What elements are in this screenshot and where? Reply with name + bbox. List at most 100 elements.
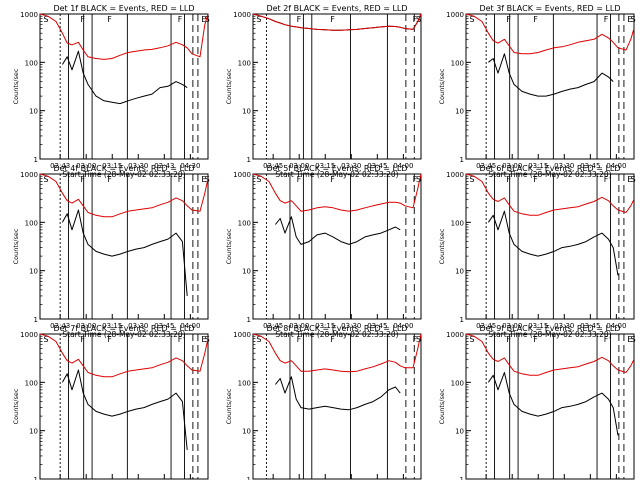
event-marker: F (178, 175, 183, 184)
series-lld-line (465, 173, 635, 216)
event-marker: F (80, 15, 85, 24)
series-lld-line (39, 13, 209, 60)
event-marker: F (330, 15, 335, 24)
x-tick-label: 03:30 (554, 162, 574, 170)
event-marker: S (205, 335, 210, 344)
x-tick-label: 03:45 (580, 322, 600, 330)
event-marker: F (297, 175, 302, 184)
y-tick-label: 1 (34, 476, 38, 480)
event-marker: E (627, 15, 632, 24)
x-tick-label: 02:43 (50, 322, 70, 330)
y-tick-label: 1 (460, 476, 464, 480)
plot-frame (39, 13, 209, 160)
series-events-line (61, 369, 188, 450)
y-tick-label: 10 (29, 108, 38, 116)
plot-frame (252, 173, 422, 320)
y-tick-label: 1 (247, 316, 251, 324)
x-tick-label: 03:15 (102, 162, 122, 170)
panel-title: Det 2f BLACK = Events, RED = LLD (266, 4, 407, 13)
y-tick-label: 10 (29, 268, 38, 276)
y-axis-label: Counts/sec (438, 68, 446, 104)
y-tick-label: 10 (242, 428, 251, 436)
y-tick-label: 1 (247, 476, 251, 480)
series-events-line (487, 210, 619, 276)
x-tick-label: 03:15 (528, 322, 548, 330)
y-tick-label: 10 (242, 268, 251, 276)
event-marker: E (201, 15, 206, 24)
event-marker: S (469, 15, 474, 24)
series-lld-line (252, 13, 422, 31)
event-marker: F (413, 175, 418, 184)
panel-det-7: Det 7f BLACK = Events, RED = LLD 1 10 100 10… (12, 324, 210, 480)
series-lld-line (252, 333, 422, 373)
y-tick-label: 100 (451, 59, 464, 67)
series-lld-line (39, 333, 209, 378)
x-tick-label: 03:30 (554, 322, 574, 330)
panel-title: Det 6f BLACK = Events, RED = LLD (479, 164, 620, 173)
y-axis-label: Counts/sec (12, 228, 20, 264)
event-marker: F (80, 335, 85, 344)
event-marker: F (506, 335, 511, 344)
plot-frame (465, 13, 635, 160)
event-marker: F (178, 15, 183, 24)
event-marker: S (43, 175, 48, 184)
x-tick-label: 04:00 (606, 322, 626, 330)
y-tick-label: 10 (242, 108, 251, 116)
panel-title: Det 9f BLACK = Events, RED = LLD (479, 324, 620, 333)
event-marker: E (201, 175, 206, 184)
x-tick-label: 03:30 (128, 162, 148, 170)
series-lld-line (252, 173, 422, 212)
y-tick-label: 100 (238, 219, 251, 227)
series-events-line (488, 53, 614, 97)
y-axis-label: Counts/sec (438, 388, 446, 424)
y-tick-label: 10 (29, 428, 38, 436)
x-tick-label: 03:45 (580, 162, 600, 170)
x-tick-label: 02:45 (476, 322, 496, 330)
series-events-line (487, 372, 619, 436)
y-tick-label: 1000 (446, 11, 464, 19)
y-tick-label: 100 (238, 59, 251, 67)
y-tick-label: 100 (238, 379, 251, 387)
y-tick-label: 1000 (20, 171, 38, 179)
event-marker: F (506, 175, 511, 184)
x-tick-label: 02:45 (263, 322, 283, 330)
event-marker: F (604, 335, 609, 344)
panel-title: Det 7f BLACK = Events, RED = LLD (53, 324, 194, 333)
y-axis-label: Counts/sec (12, 388, 20, 424)
y-axis-label: Counts/sec (225, 388, 233, 424)
y-tick-label: 1000 (233, 171, 251, 179)
y-tick-label: 10 (455, 108, 464, 116)
event-marker: E (627, 175, 632, 184)
y-axis-label: Counts/sec (225, 68, 233, 104)
panel-title: Det 4f BLACK = Events, RED = LLD (53, 164, 194, 173)
event-marker: S (416, 175, 421, 184)
x-tick-label: 03:45 (367, 162, 387, 170)
event-marker: S (256, 335, 261, 344)
event-marker: S (43, 335, 48, 344)
series-events-line (61, 50, 188, 105)
series-events-line (61, 209, 188, 296)
x-tick-label: 03:15 (315, 162, 335, 170)
event-marker: F (80, 175, 85, 184)
event-marker: F (533, 335, 538, 344)
panel-det-4: Det 4f BLACK = Events, RED = LLD 1 10 100 10… (12, 164, 210, 339)
y-tick-label: 100 (451, 219, 464, 227)
panel-det-1: Det 1f BLACK = Events, RED = LLD 1 10 100 10… (12, 4, 210, 179)
event-marker: S (631, 335, 636, 344)
series-events-line (275, 216, 401, 245)
y-tick-label: 1000 (20, 331, 38, 339)
event-marker: F (604, 175, 609, 184)
x-tick-label: 02:45 (263, 162, 283, 170)
plot-frame (252, 13, 422, 160)
y-tick-label: 1 (460, 156, 464, 164)
event-marker: F (297, 15, 302, 24)
event-marker: S (416, 335, 421, 344)
event-marker: F (533, 175, 538, 184)
panel-det-3: Det 3f BLACK = Events, RED = LLD 1 10 100 10… (438, 4, 636, 179)
event-marker: S (43, 15, 48, 24)
x-tick-label: 04:00 (180, 322, 200, 330)
x-tick-label: 03:00 (289, 162, 309, 170)
y-tick-label: 1 (460, 316, 464, 324)
series-lld-line (465, 13, 635, 55)
event-marker: F (330, 175, 335, 184)
